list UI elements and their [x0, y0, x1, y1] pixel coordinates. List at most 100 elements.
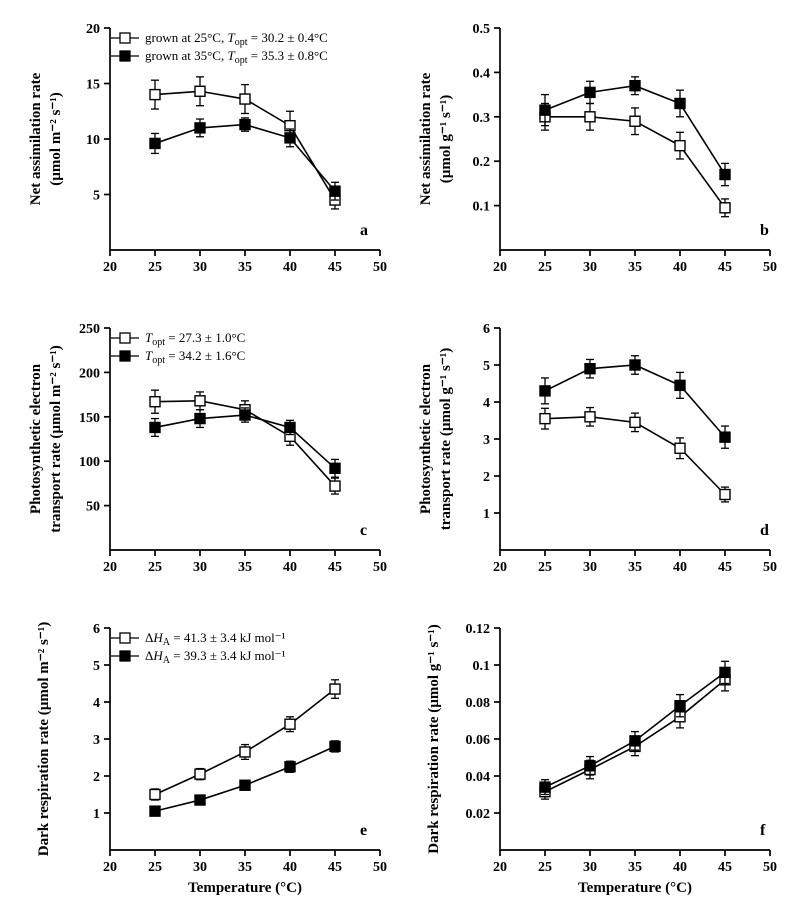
svg-text:0.06: 0.06 [466, 733, 491, 748]
svg-text:0.08: 0.08 [466, 696, 491, 711]
panel-a: 20 25 30 35 40 45 50 5 10 15 20 Net assimilation ra… [20, 10, 400, 290]
svg-text:5: 5 [93, 659, 100, 674]
svg-text:grown at 25°C, Topt = 30.2 ± 0: grown at 25°C, Topt = 30.2 ± 0.4°C [145, 30, 328, 48]
svg-text:50: 50 [763, 860, 777, 875]
svg-text:6: 6 [483, 322, 490, 337]
svg-text:0.02: 0.02 [466, 807, 491, 822]
svg-text:Temperature (°C): Temperature (°C) [188, 880, 302, 896]
svg-text:Net assimilation rate: Net assimilation rate [418, 72, 434, 205]
svg-text:35: 35 [628, 560, 642, 575]
svg-text:0.1: 0.1 [473, 659, 491, 674]
svg-text:e: e [360, 822, 367, 839]
svg-text:2: 2 [483, 470, 490, 485]
svg-text:45: 45 [718, 560, 732, 575]
svg-text:40: 40 [673, 860, 687, 875]
svg-text:(µmol m⁻² s⁻¹): (µmol m⁻² s⁻¹) [48, 92, 64, 185]
svg-text:0.3: 0.3 [473, 111, 491, 126]
svg-text:50: 50 [373, 560, 387, 575]
svg-text:c: c [360, 522, 367, 539]
svg-text:20: 20 [493, 260, 507, 275]
svg-text:30: 30 [193, 560, 207, 575]
svg-text:35: 35 [238, 560, 252, 575]
svg-text:4: 4 [93, 696, 100, 711]
svg-text:(µmol g⁻¹ s⁻¹): (µmol g⁻¹ s⁻¹) [438, 95, 454, 183]
svg-text:0.2: 0.2 [473, 155, 491, 170]
svg-text:0.1: 0.1 [473, 200, 491, 215]
svg-text:25: 25 [148, 860, 162, 875]
svg-text:40: 40 [673, 560, 687, 575]
svg-text:ΔHA = 41.3 ± 3.4 kJ mol⁻¹: ΔHA = 41.3 ± 3.4 kJ mol⁻¹ [145, 630, 286, 648]
svg-text:0.5: 0.5 [473, 22, 491, 37]
svg-text:Temperature (°C): Temperature (°C) [578, 880, 692, 896]
svg-text:50: 50 [373, 260, 387, 275]
svg-text:4: 4 [483, 396, 490, 411]
svg-text:0.12: 0.12 [466, 622, 491, 637]
svg-text:20: 20 [103, 860, 117, 875]
svg-text:3: 3 [93, 733, 100, 748]
svg-text:20: 20 [103, 560, 117, 575]
svg-text:35: 35 [238, 260, 252, 275]
svg-text:b: b [760, 222, 769, 239]
svg-text:transport rate (µmol g⁻¹ s⁻¹): transport rate (µmol g⁻¹ s⁻¹) [438, 348, 454, 531]
svg-text:40: 40 [283, 560, 297, 575]
svg-text:Topt = 34.2 ± 1.6°C: Topt = 34.2 ± 1.6°C [145, 348, 245, 366]
svg-text:30: 30 [193, 860, 207, 875]
svg-text:Dark respiration rate (µmol m⁻: Dark respiration rate (µmol m⁻² s⁻¹) [36, 622, 52, 856]
svg-text:30: 30 [583, 860, 597, 875]
svg-text:30: 30 [583, 560, 597, 575]
svg-text:grown at 35°C, Topt = 35.3 ± 0: grown at 35°C, Topt = 35.3 ± 0.8°C [145, 48, 328, 66]
svg-text:25: 25 [538, 260, 552, 275]
svg-text:0.04: 0.04 [466, 770, 491, 785]
svg-text:35: 35 [628, 260, 642, 275]
svg-text:150: 150 [79, 411, 100, 426]
svg-text:3: 3 [483, 433, 490, 448]
svg-text:45: 45 [718, 260, 732, 275]
svg-text:transport rate (µmol m⁻² s⁻¹): transport rate (µmol m⁻² s⁻¹) [48, 345, 64, 533]
svg-text:35: 35 [238, 860, 252, 875]
svg-text:50: 50 [763, 260, 777, 275]
svg-text:6: 6 [93, 622, 100, 637]
figure: 202530354045505101520Net assimilation ra… [0, 0, 800, 908]
svg-text:100: 100 [79, 455, 100, 470]
svg-text:250: 250 [79, 322, 100, 337]
svg-text:a: a [360, 222, 368, 239]
svg-text:5: 5 [93, 189, 100, 204]
svg-text:35: 35 [628, 860, 642, 875]
svg-text:200: 200 [79, 366, 100, 381]
svg-text:30: 30 [583, 260, 597, 275]
svg-text:Topt = 27.3 ± 1.0°C: Topt = 27.3 ± 1.0°C [145, 330, 245, 348]
svg-text:20: 20 [493, 860, 507, 875]
svg-text:40: 40 [673, 260, 687, 275]
svg-text:50: 50 [86, 500, 100, 515]
svg-text:25: 25 [538, 860, 552, 875]
svg-text:50: 50 [763, 560, 777, 575]
svg-text:20: 20 [86, 22, 100, 37]
panel-f: 20 25 30 35 40 45 50 0.02 0.04 0.06 0.08 0.1 0.12 Dar… [410, 610, 790, 900]
svg-text:40: 40 [283, 860, 297, 875]
svg-text:25: 25 [148, 560, 162, 575]
svg-text:5: 5 [483, 359, 490, 374]
svg-text:10: 10 [86, 133, 100, 148]
svg-text:40: 40 [283, 260, 297, 275]
svg-text:Photosynthetic electron: Photosynthetic electron [28, 363, 44, 514]
svg-text:45: 45 [328, 860, 342, 875]
panel-d: 20253035404550123456Photosynthetic elect… [410, 310, 790, 590]
svg-text:d: d [760, 522, 769, 539]
svg-text:25: 25 [538, 560, 552, 575]
svg-text:Net assimilation rate: Net assimilation rate [28, 72, 44, 205]
svg-text:15: 15 [86, 78, 100, 93]
svg-text:25: 25 [148, 260, 162, 275]
svg-text:1: 1 [483, 507, 490, 522]
svg-text:50: 50 [373, 860, 387, 875]
svg-text:45: 45 [328, 260, 342, 275]
svg-text:0.4: 0.4 [473, 66, 491, 81]
svg-text:Dark respiration rate (µmol g⁻: Dark respiration rate (µmol g⁻¹ s⁻¹) [426, 624, 442, 853]
svg-text:f: f [760, 822, 766, 839]
panel-c: 2025303540455050100150200250Photosynthet… [20, 310, 400, 590]
svg-text:20: 20 [493, 560, 507, 575]
svg-text:45: 45 [718, 860, 732, 875]
svg-text:30: 30 [193, 260, 207, 275]
svg-text:2: 2 [93, 770, 100, 785]
svg-text:Photosynthetic electron: Photosynthetic electron [418, 363, 434, 514]
svg-text:20: 20 [103, 260, 117, 275]
